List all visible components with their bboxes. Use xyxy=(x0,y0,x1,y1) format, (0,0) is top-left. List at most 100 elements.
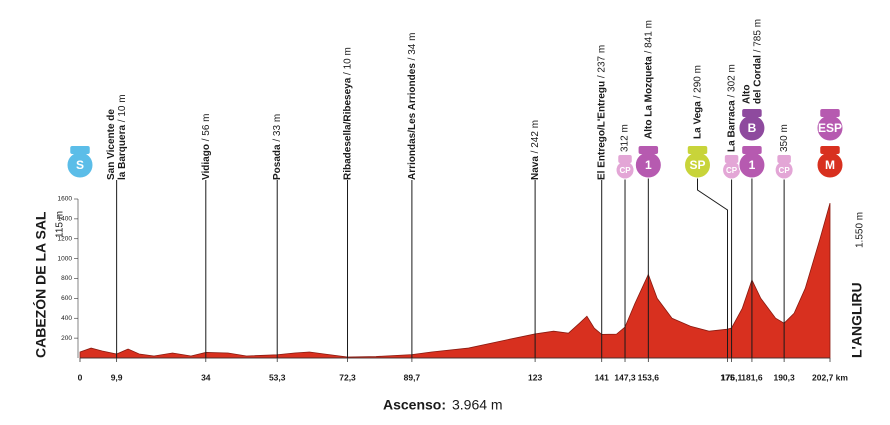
finish-name: L'ANGLIRU xyxy=(849,282,865,358)
badge-cap xyxy=(742,146,762,154)
waypoint-label: El Entrego/L'Entregu / 237 m xyxy=(596,45,607,180)
y-tick-label: 600 xyxy=(61,295,72,302)
elevation-area xyxy=(79,202,831,359)
waypoint-altitude: 302 m xyxy=(726,64,737,92)
waypoint-altitude: 10 m xyxy=(342,47,353,69)
waypoint-label: Vidiago / 56 m xyxy=(200,113,211,180)
x-tick-label: 72,3 xyxy=(339,372,356,382)
waypoint-name: Ribadesella/Ribeseya xyxy=(342,77,353,180)
badge-text: M xyxy=(825,158,835,172)
badge-text: CP xyxy=(619,166,631,175)
badge-text: S xyxy=(76,158,84,172)
waypoint-altitude: 785 m xyxy=(752,19,763,47)
start-name: CABEZÓN DE LA SAL xyxy=(32,211,49,358)
footer-value: 3.964 m xyxy=(452,397,503,413)
start-altitude: 115 m xyxy=(55,211,66,238)
waypoint-label: del Cordal / 785 m xyxy=(752,19,763,104)
badge-text: CP xyxy=(726,166,738,175)
waypoint-altitude: 312 m xyxy=(620,124,631,152)
badge-cap xyxy=(820,146,840,154)
waypoint-separator: / xyxy=(117,117,128,125)
waypoint-name: Vidiago xyxy=(200,144,211,180)
badge-cap xyxy=(70,146,90,154)
badge-text: 1 xyxy=(645,158,652,172)
badge-cap xyxy=(687,146,708,154)
waypoint-separator: / xyxy=(200,136,211,144)
y-tick-label: 200 xyxy=(61,335,72,342)
y-tick-label: 800 xyxy=(61,275,72,282)
waypoint-separator: / xyxy=(752,47,763,55)
waypoint-label: Alto xyxy=(741,85,752,104)
badge-text: B xyxy=(748,121,757,135)
waypoint-label: San Vicente de xyxy=(106,109,117,180)
x-tick-label: 153,6 xyxy=(638,372,660,382)
badge-cap xyxy=(742,109,762,117)
x-tick-label: 9,9 xyxy=(111,372,123,382)
waypoint-altitude: 56 m xyxy=(200,113,211,135)
waypoint-name: del Cordal xyxy=(752,55,763,104)
badge-cap xyxy=(777,155,791,163)
x-tick-label: 175 xyxy=(720,372,734,382)
waypoint-label: Arriondas/Les Arriondes / 34 m xyxy=(407,33,418,180)
x-tick-label: 147,3 xyxy=(614,372,636,382)
waypoint-separator: / xyxy=(596,73,607,81)
waypoint-label: Alto La Mozqueta / 841 m xyxy=(643,20,654,139)
x-tick-label: 34 xyxy=(201,372,211,382)
waypoint-separator: / xyxy=(726,92,737,100)
waypoint-name: la Barquera xyxy=(117,125,128,180)
waypoint-label: La Vega / 290 m xyxy=(692,65,703,139)
waypoint-name: La Barraca xyxy=(726,100,737,152)
y-tick-label: 400 xyxy=(61,315,72,322)
y-tick-label: 1400 xyxy=(58,216,73,223)
waypoint-label: Nava / 242 m xyxy=(530,120,541,180)
waypoint-label: la Barquera / 10 m xyxy=(117,94,128,180)
waypoint-altitude: 841 m xyxy=(643,20,654,48)
x-tick-label: 202,7 km xyxy=(812,372,848,382)
waypoint-name: Nava xyxy=(530,156,541,180)
badge-text: ESP xyxy=(818,121,842,135)
badge-cap xyxy=(724,155,739,163)
x-tick-label: 176,1 xyxy=(721,372,743,382)
x-tick-label: 89,7 xyxy=(404,372,421,382)
x-tick-label: 53,3 xyxy=(269,372,286,382)
badge-text: CP xyxy=(779,166,791,175)
waypoint-altitude: 290 m xyxy=(692,65,703,93)
waypoint-name: Arriondas/Les Arriondes xyxy=(407,63,418,180)
waypoint-altitude: 33 m xyxy=(272,114,283,136)
waypoint-name: San Vicente de xyxy=(106,109,117,180)
waypoint-name: Alto xyxy=(741,85,752,104)
badge-cap xyxy=(820,109,840,117)
waypoint-label: Posada / 33 m xyxy=(272,114,283,180)
y-tick-label: 1000 xyxy=(58,255,73,262)
leader-line xyxy=(697,177,729,358)
badge-cap xyxy=(638,146,659,154)
waypoint-altitude: 237 m xyxy=(596,45,607,73)
waypoint-separator: / xyxy=(272,136,283,144)
x-tick-label: 123 xyxy=(528,372,542,382)
x-tick-label: 0 xyxy=(78,372,83,382)
badge-text: 1 xyxy=(749,158,756,172)
badge-cap xyxy=(618,155,632,163)
waypoint-separator: / xyxy=(342,69,353,77)
waypoint-label: La Barraca / 302 m xyxy=(726,64,737,152)
waypoint-name: Alto La Mozqueta xyxy=(643,56,654,139)
x-tick-label: 190,3 xyxy=(773,372,795,382)
waypoint-name: La Vega xyxy=(692,101,703,139)
waypoint-altitude: 242 m xyxy=(530,120,541,148)
footer-label: Ascenso: xyxy=(383,397,446,413)
badge-text: SP xyxy=(690,158,706,172)
waypoint-altitude: 350 m xyxy=(779,124,790,152)
x-tick-label: 141 xyxy=(595,372,609,382)
waypoint-separator: / xyxy=(643,48,654,56)
waypoint-altitude: 10 m xyxy=(117,94,128,116)
waypoint-separator: / xyxy=(692,93,703,101)
waypoint-separator: / xyxy=(530,148,541,156)
y-tick-label: 1600 xyxy=(58,196,73,203)
finish-altitude: 1.550 m xyxy=(855,212,866,248)
y-tick-label: 1200 xyxy=(58,235,73,242)
waypoint-label: Ribadesella/Ribeseya / 10 m xyxy=(342,47,353,180)
waypoint-name: El Entrego/L'Entregu xyxy=(596,81,607,180)
waypoint-altitude: 34 m xyxy=(407,33,418,55)
waypoint-name: Posada xyxy=(272,144,283,180)
